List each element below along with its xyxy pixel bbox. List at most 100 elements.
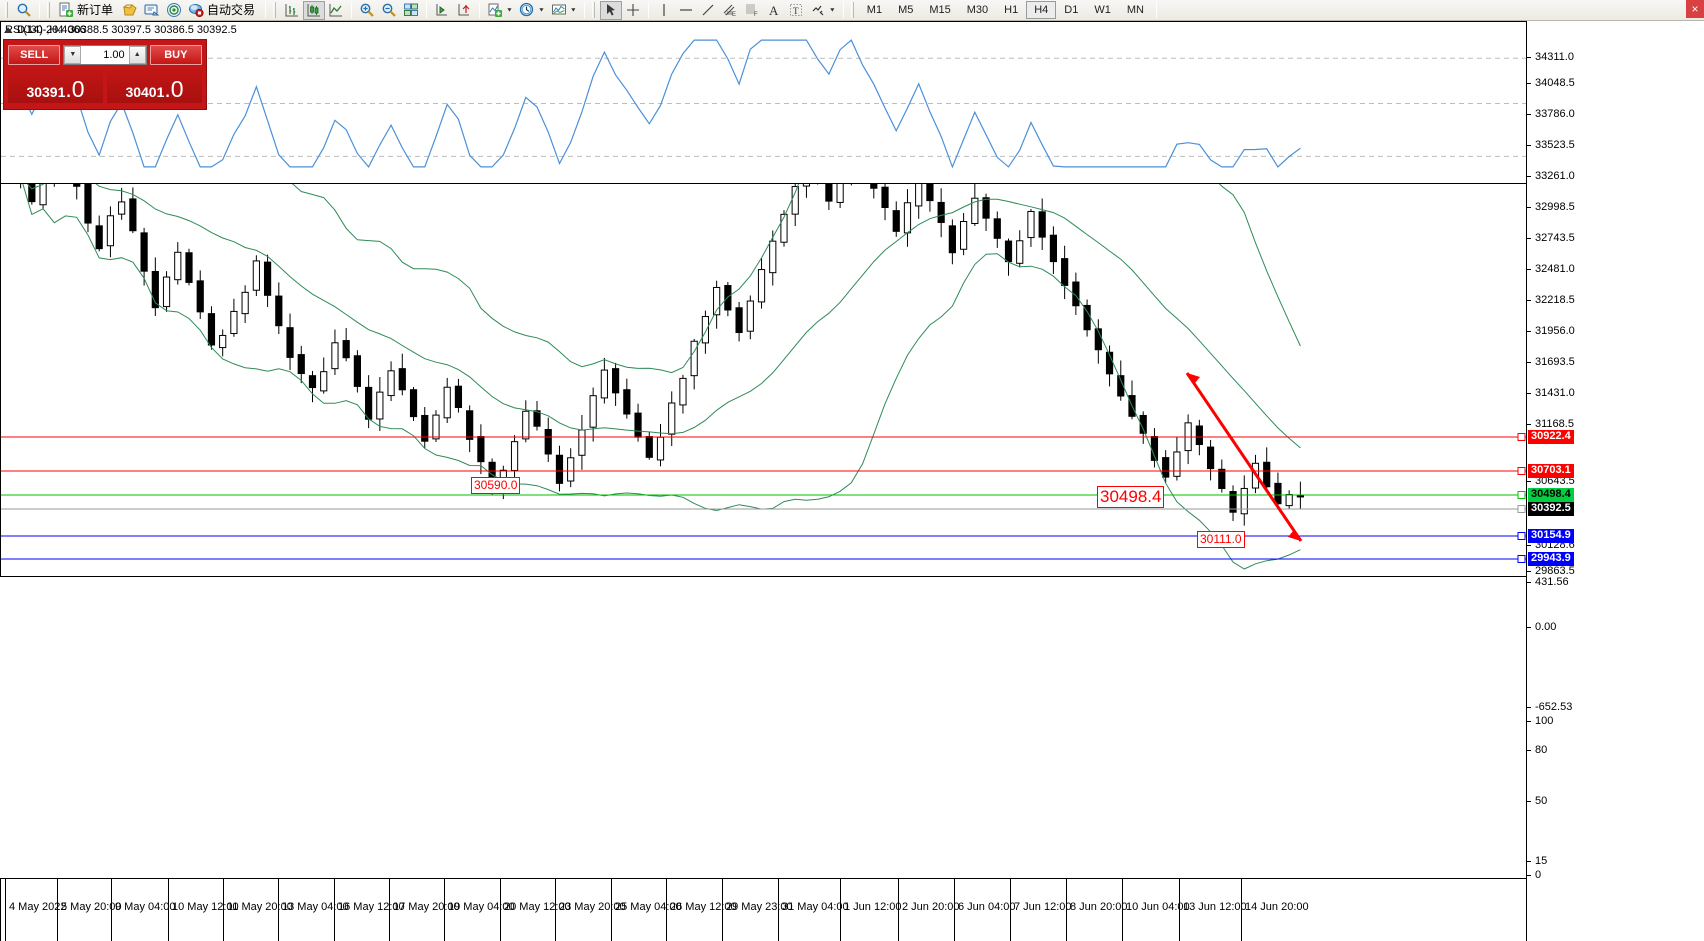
volume-value[interactable]: 1.00 (103, 48, 125, 61)
close-icon[interactable]: × (1686, 0, 1704, 18)
toolbar-separator (426, 2, 428, 18)
time-tick-label: 13 Jun 12:00 (1183, 901, 1247, 913)
price-tag-target-30154[interactable]: 30154.9 (1528, 529, 1574, 543)
volume-decrement-button[interactable]: ▼ (64, 45, 82, 64)
collapse-triangle-icon[interactable] (4, 27, 12, 33)
price-tag-current-30392[interactable]: 30392.5 (1528, 502, 1574, 516)
vertical-line-icon[interactable] (653, 1, 675, 20)
volume-increment-button[interactable]: ▲ (128, 45, 146, 64)
fibonacci-icon[interactable]: F (741, 1, 763, 20)
sell-button[interactable]: SELL (8, 44, 61, 65)
rsi-pane[interactable]: RSI(14) 20.4066 (0, 21, 1526, 184)
time-tick-label: 25 May 04:00 (615, 901, 682, 913)
autotrading-button[interactable]: 自动交易 (185, 1, 261, 20)
buy-button[interactable]: BUY (149, 44, 202, 65)
volume-input[interactable]: ▼ 1.00 ▲ (63, 44, 147, 65)
equidistant-channel-icon[interactable]: E (719, 1, 741, 20)
timeframe-m30[interactable]: M30 (966, 3, 989, 16)
price-tick-label: 31431.0 (1535, 387, 1575, 399)
price-tick-label: 32743.5 (1535, 232, 1575, 244)
horizontal-line-icon[interactable] (675, 1, 697, 20)
time-tick (223, 879, 224, 941)
price-tag-target-29943[interactable]: 29943.9 (1528, 552, 1574, 566)
price-tick-label: 32218.5 (1535, 294, 1575, 306)
cursor-icon[interactable] (599, 0, 622, 20)
time-tick (666, 879, 667, 941)
level-handle-current-30392 (1517, 505, 1526, 513)
trendline-icon[interactable] (697, 1, 719, 20)
tile-windows-icon[interactable] (400, 1, 422, 20)
templates-icon[interactable]: ▼ (548, 1, 580, 20)
price-tick (1527, 238, 1531, 239)
chevron-down-icon[interactable]: ▼ (506, 7, 513, 13)
sell-price-main: 30391 (26, 84, 66, 100)
timeframe-h1[interactable]: H1 (1004, 3, 1019, 16)
signals-icon[interactable] (163, 1, 185, 20)
timeframe-h4[interactable]: H4 (1026, 1, 1057, 19)
line-chart-icon[interactable] (325, 1, 347, 20)
timeframe-mn[interactable]: MN (1126, 3, 1144, 16)
chart-shift-icon[interactable] (453, 1, 475, 20)
price-tag-resistance-30922[interactable]: 30922.4 (1528, 430, 1574, 444)
one-click-trading-panel[interactable]: SELL ▼ 1.00 ▲ BUY 30391. 0 30401. 0 (3, 39, 207, 110)
zoom-in-icon[interactable] (356, 1, 378, 20)
crosshair-icon[interactable] (622, 1, 644, 20)
price-tick (1527, 331, 1531, 332)
text-label-icon[interactable]: T (785, 1, 807, 20)
rsi-tick-label: 100 (1535, 715, 1554, 727)
chevron-down-icon[interactable]: ▼ (569, 7, 577, 13)
toolbar-grip[interactable] (47, 2, 52, 18)
buy-price-main: 30401 (125, 84, 165, 100)
toolbar-grip[interactable] (591, 2, 597, 18)
price-tag-support-30498[interactable]: 30498.4 (1528, 488, 1574, 502)
level-handle-support-30498 (1517, 491, 1526, 499)
chevron-down-icon[interactable]: ▼ (537, 7, 545, 13)
annot-30590[interactable]: 30590.0 (471, 477, 521, 494)
sell-price[interactable]: 30391. 0 (8, 67, 103, 103)
rsi-tick-label: 15 (1535, 855, 1548, 867)
folder-icon[interactable] (119, 1, 141, 20)
level-handle-resistance-30922 (1517, 433, 1526, 441)
price-tick (1527, 393, 1531, 394)
level-handle-resistance-30703 (1517, 467, 1526, 475)
macd-tick-label: -652.53 (1535, 701, 1573, 713)
annot-30111[interactable]: 30111.0 (1197, 531, 1245, 548)
timeframe-m5[interactable]: M5 (898, 3, 914, 16)
auto-scroll-icon[interactable] (431, 1, 453, 20)
shapes-icon[interactable]: ▼ (807, 1, 839, 20)
time-tick (111, 879, 112, 941)
toolbar-separator (39, 2, 40, 18)
timeframe-m1[interactable]: M1 (866, 3, 883, 16)
chevron-down-icon[interactable]: ▼ (828, 7, 836, 13)
time-tick-label: 8 Jun 20:00 (1070, 901, 1128, 913)
add-indicator-icon[interactable]: ▼ (484, 1, 516, 20)
toolbar-grip[interactable] (850, 2, 856, 18)
toolbar-grip[interactable] (273, 2, 279, 18)
timeframe-w1[interactable]: W1 (1094, 3, 1111, 16)
annot-30498[interactable]: 30498.4 (1097, 486, 1165, 508)
zoom-out-icon[interactable] (378, 1, 400, 20)
new-order-button[interactable]: 新订单 (55, 1, 119, 20)
period-clock-icon[interactable]: ▼ (516, 1, 548, 20)
time-tick (5, 879, 6, 941)
price-tick-label: 29863.5 (1535, 565, 1575, 577)
terminal-icon[interactable] (141, 1, 163, 20)
timeframe-d1[interactable]: D1 (1064, 3, 1079, 16)
candlestick-chart-icon[interactable] (303, 0, 326, 20)
price-scale[interactable]: 34311.0 34048.5 33786.0 33523.5 33261.0 32998… (1526, 21, 1704, 941)
sell-price-frac: 0 (71, 76, 85, 102)
timeframe-m15[interactable]: M15 (929, 3, 951, 16)
bar-chart-icon[interactable] (281, 1, 303, 20)
buy-price[interactable]: 30401. 0 (107, 67, 202, 103)
autotrading-label: 自动交易 (207, 3, 256, 17)
price-candlestick-svg (1, 85, 1526, 570)
price-tag-resistance-30703[interactable]: 30703.1 (1528, 464, 1574, 478)
time-tick-label: 29 May 23:00 (726, 901, 793, 913)
rsi-svg (1, 39, 1526, 169)
toolbar-grip[interactable] (5, 2, 10, 18)
magnifier-icon[interactable] (13, 1, 35, 20)
time-tick (334, 879, 335, 941)
price-tick (1527, 545, 1531, 546)
text-icon[interactable]: A (763, 1, 785, 20)
